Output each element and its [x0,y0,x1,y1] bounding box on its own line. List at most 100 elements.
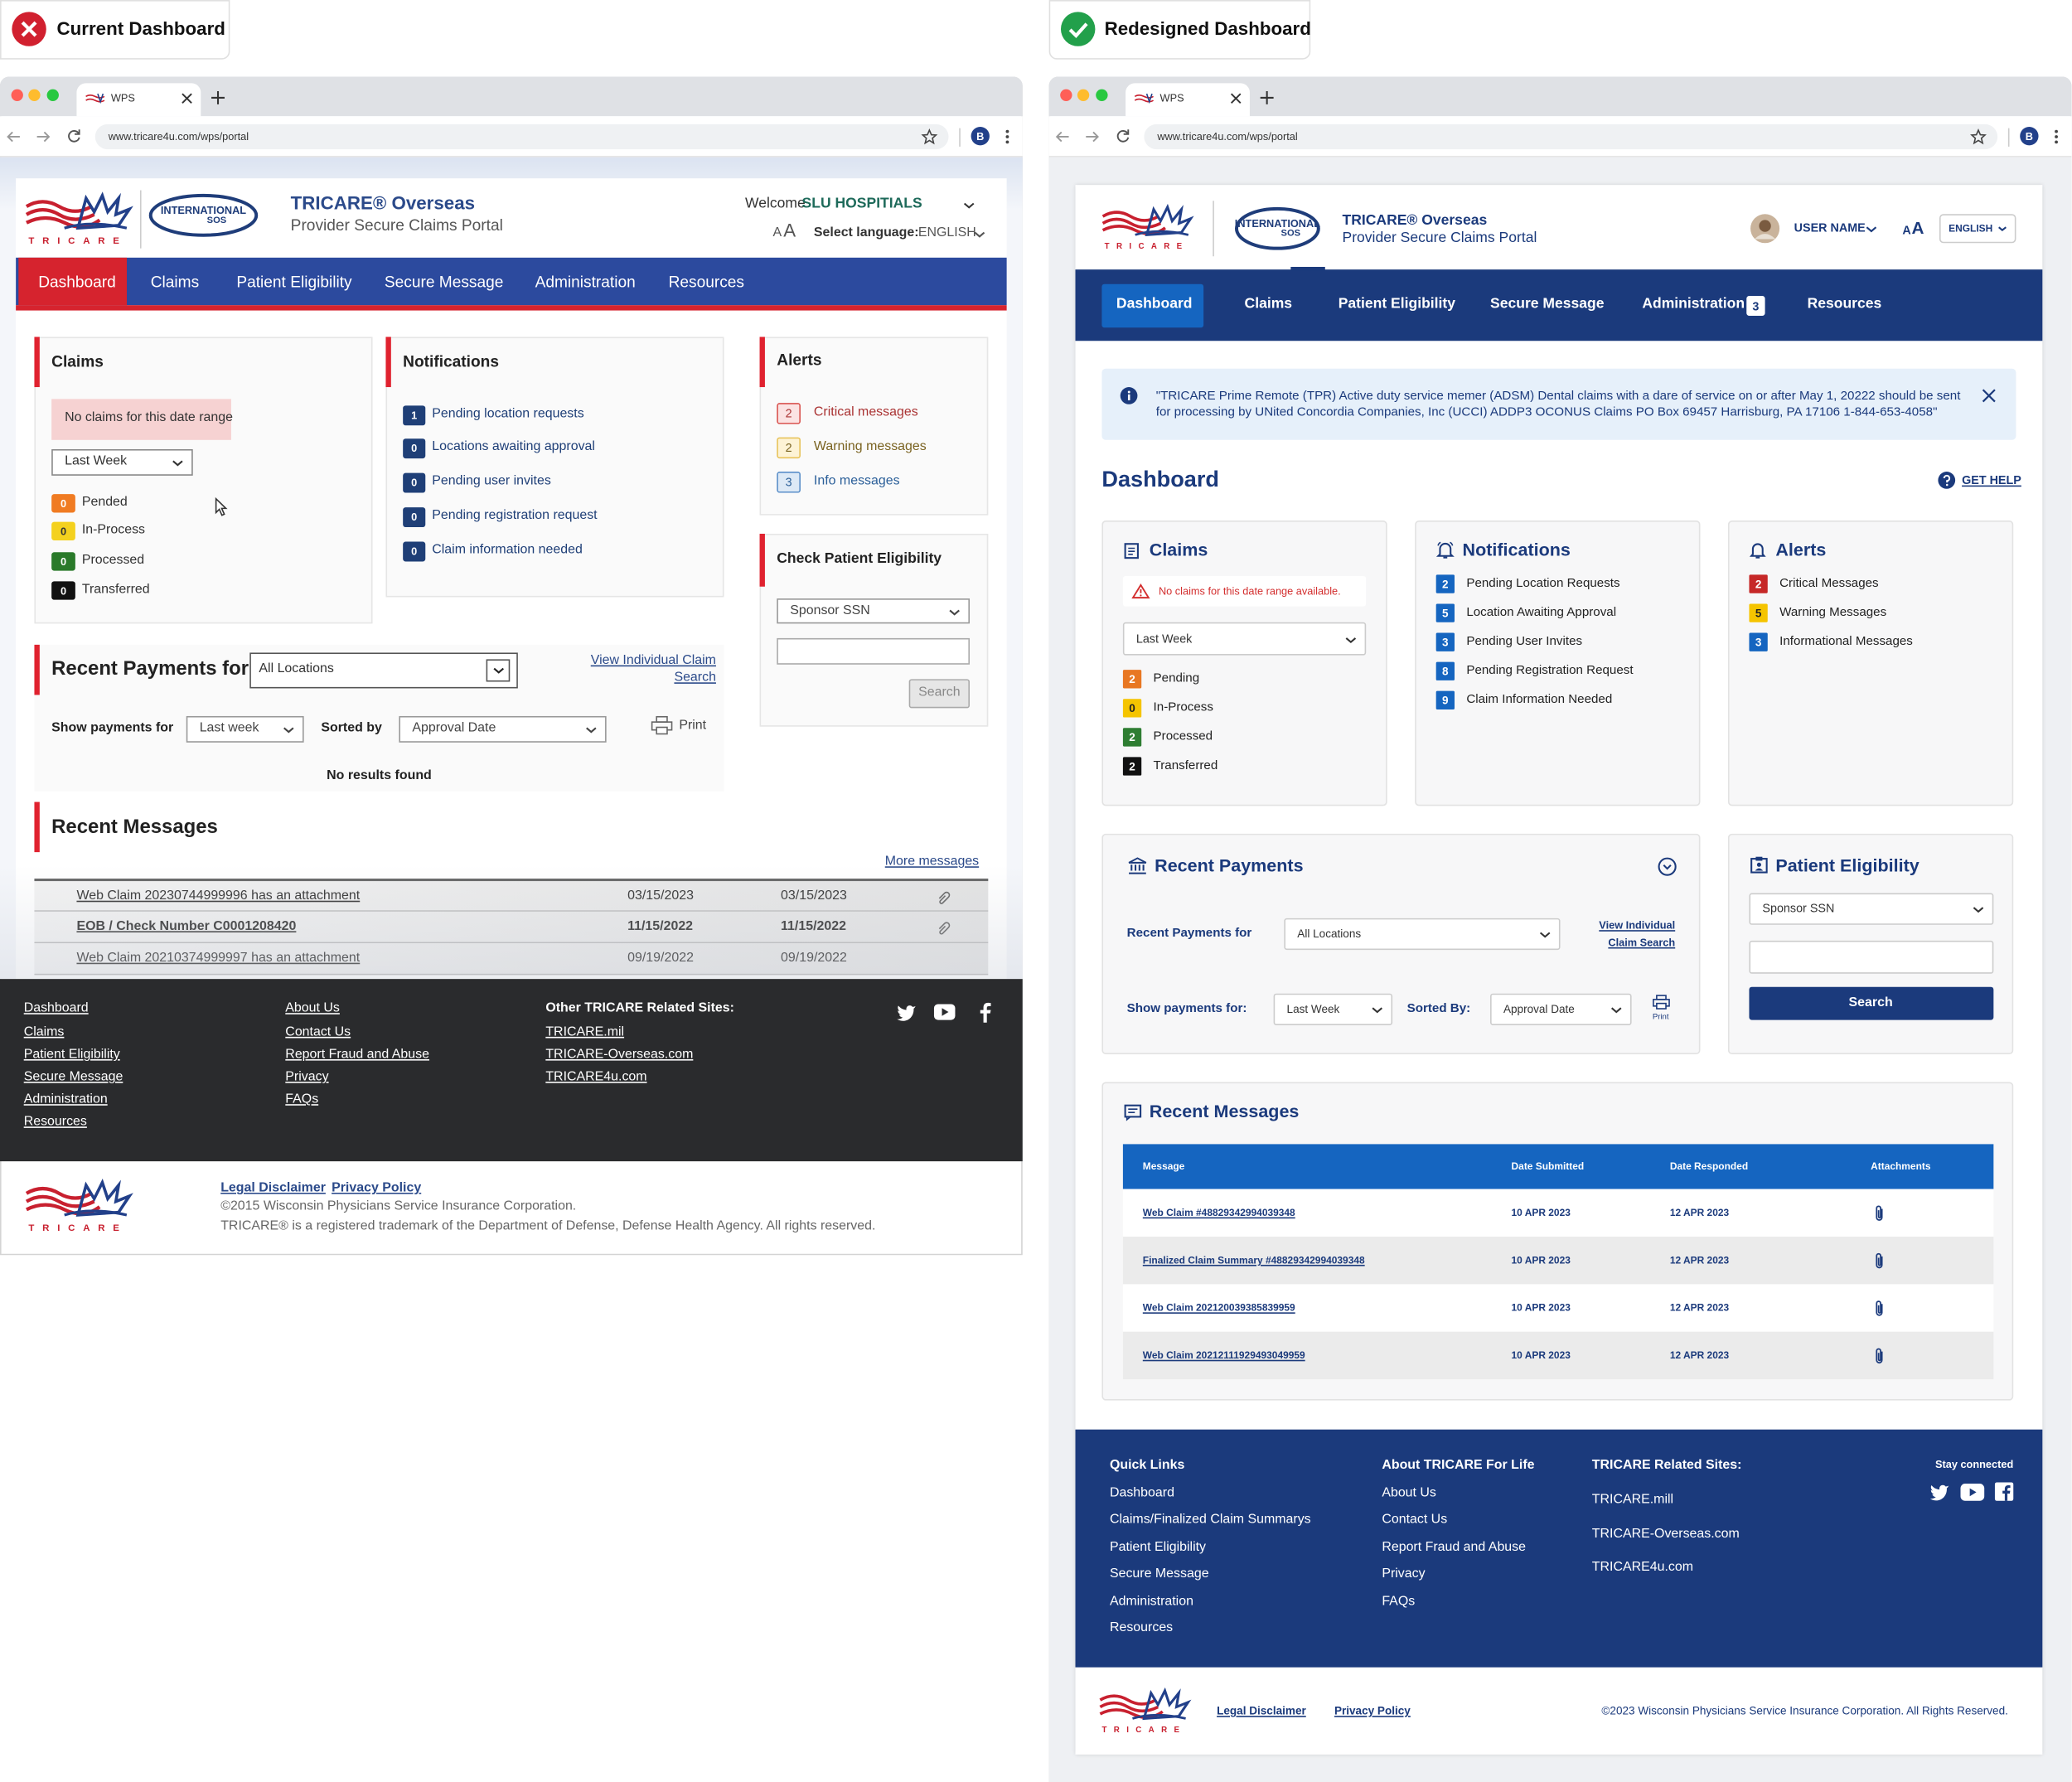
notification-label[interactable]: Pending location requests [432,406,584,422]
print-label[interactable]: Print [1652,1013,1669,1022]
ssn-input[interactable] [777,637,970,665]
select[interactable] [1749,893,1994,925]
privacy-link[interactable]: Privacy Policy [332,1180,422,1196]
notification-label[interactable]: Pending registration request [432,508,598,523]
window-button [28,89,41,101]
notification-label[interactable]: Pending user invites [432,473,551,489]
footer-link[interactable]: Resources [23,1114,87,1130]
footer-link[interactable]: Secure Message [23,1069,123,1085]
select[interactable] [186,715,304,743]
footer-link[interactable]: Dashboard [23,1000,89,1016]
alert-label[interactable]: Informational Messages [1779,634,1913,649]
footer-link[interactable]: TRICARE-Overseas.com [1591,1527,1740,1542]
help-link[interactable]: GET HELP [1962,473,2021,487]
legal-link[interactable]: Legal Disclaimer [220,1180,326,1196]
notification-label[interactable]: Claim Information Needed [1466,692,1613,707]
footer-link[interactable]: TRICARE4u.com [545,1069,647,1085]
alert-label[interactable]: Warning messages [813,439,927,454]
location-select[interactable] [249,652,518,689]
footer-link[interactable]: Dashboard [1109,1485,1174,1501]
footer-link[interactable]: TRICARE.mil [545,1024,625,1040]
footer-link[interactable]: Claims/Finalized Claim Summarys [1109,1512,1311,1528]
nav-item[interactable]: Resources [668,273,744,292]
footer-link[interactable]: About Us [285,1000,340,1016]
search-button[interactable] [1749,986,1994,1020]
privacy-link[interactable]: Privacy Policy [1334,1703,1411,1717]
icon-path [21,21,37,37]
claim-search-link[interactable]: View Individual Claim Search [1599,919,1676,949]
footer-link[interactable]: Report Fraud and Abuse [1382,1540,1527,1555]
printer [1653,995,1670,1010]
nav-active[interactable] [18,257,128,306]
notification-label[interactable]: Locations awaiting approval [432,439,595,454]
footer-link[interactable]: Claims [23,1024,65,1040]
footer-link[interactable]: Contact Us [1382,1512,1448,1528]
alert-label[interactable]: Info messages [813,473,900,489]
font-size-large[interactable]: A [1911,217,1924,238]
footer-link[interactable]: Resources [1109,1620,1174,1635]
footer-link[interactable]: TRICARE4u.com [1591,1560,1694,1575]
nav-item[interactable]: Secure Message [1490,296,1605,312]
notification-label[interactable]: Claim information needed [432,542,583,558]
nav-item[interactable]: Dashboard [38,273,116,292]
select[interactable] [399,715,607,743]
more-messages[interactable]: More messages [884,854,980,869]
footer-link[interactable]: Privacy [1382,1567,1426,1581]
language[interactable]: ENGLISH [917,225,976,240]
message-link[interactable]: Web Claim 202120039385839959 [1142,1301,1295,1314]
footer-link[interactable]: TRICARE-Overseas.com [545,1047,694,1063]
select[interactable] [51,448,193,476]
message-link[interactable]: Web Claim 20230744999996 has an attachme… [76,889,360,905]
select[interactable] [1122,622,1367,656]
user-name[interactable]: USER NAME [1794,220,1866,235]
footer-link[interactable]: Privacy [285,1069,329,1085]
footer-link[interactable]: Patient Eligibility [23,1047,120,1063]
notification-label[interactable]: Pending User Invites [1466,634,1583,649]
message-link[interactable]: Finalized Claim Summary #488293429940393… [1142,1254,1365,1266]
footer-link[interactable]: Administration [1109,1594,1193,1610]
nav-item[interactable]: Claims [1244,296,1293,312]
footer-link[interactable]: Patient Eligibility [1109,1540,1207,1555]
message-link[interactable]: Web Claim 20212111929493049959 [1142,1349,1305,1362]
select[interactable] [1284,918,1561,951]
nav-item[interactable]: Patient Eligibility [1338,296,1455,312]
footer-link[interactable]: About Us [1382,1485,1436,1501]
nav-active[interactable] [1101,283,1204,328]
footer-link[interactable]: TRICARE.mill [1591,1492,1674,1508]
nav-item[interactable]: Claims [150,273,200,292]
legal-link[interactable]: Legal Disclaimer [1217,1703,1306,1717]
nav-item[interactable]: Administration [535,273,636,292]
nav-item[interactable]: Resources [1807,296,1882,312]
print-label[interactable]: Print [679,718,707,734]
footer-link[interactable]: Report Fraud and Abuse [285,1047,430,1063]
claim-search-link[interactable]: View Individual Claim Search [590,653,716,685]
font-size-small[interactable]: A [1902,223,1911,237]
footer-link[interactable]: Administration [23,1092,108,1107]
notification-label[interactable]: Pending Registration Request [1466,663,1634,678]
nav-item[interactable]: Administration [1642,296,1745,312]
footer-link[interactable]: Contact Us [285,1024,351,1040]
notification-label[interactable]: Pending Location Requests [1466,576,1620,591]
alert-label[interactable]: Warning Messages [1779,605,1887,620]
select[interactable] [777,598,970,624]
search-button[interactable] [908,679,970,709]
nav-item[interactable]: Secure Message [384,273,504,292]
message-link[interactable]: Web Claim 20210374999997 has an attachme… [76,951,360,967]
select[interactable] [1490,993,1632,1025]
date-submitted: 10 APR 2023 [1511,1301,1571,1314]
nav-item[interactable]: Dashboard [1116,296,1193,312]
select[interactable] [1273,993,1393,1025]
font-size-small[interactable]: A [772,225,782,240]
footer-link[interactable]: Secure Message [1109,1567,1209,1581]
footer-link[interactable]: FAQs [1382,1594,1416,1610]
font-size-large[interactable]: A [783,220,796,241]
message-link[interactable]: EOB / Check Number C0001208420 [76,919,296,936]
nav-item[interactable]: Patient Eligibility [236,273,352,292]
alert-label[interactable]: Critical Messages [1779,576,1879,591]
icon-rect [1755,856,1763,861]
alert-label[interactable]: Critical messages [813,404,918,420]
notification-label[interactable]: Location Awaiting Approval [1466,605,1617,620]
ssn-input[interactable] [1749,940,1994,974]
message-link[interactable]: Web Claim #48829342994039348 [1142,1206,1295,1219]
footer-link[interactable]: FAQs [285,1092,319,1107]
